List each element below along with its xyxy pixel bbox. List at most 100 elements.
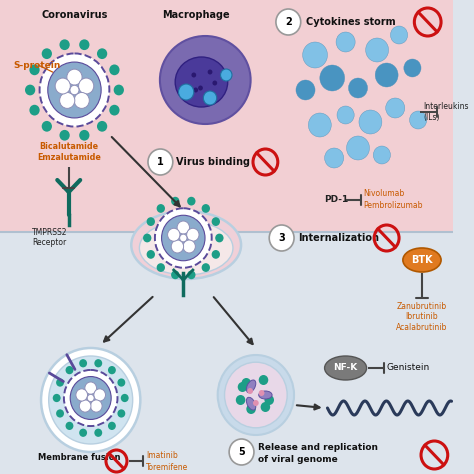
Circle shape (220, 69, 232, 81)
Circle shape (70, 376, 111, 419)
Ellipse shape (160, 36, 251, 124)
Circle shape (177, 221, 190, 234)
Circle shape (155, 208, 212, 268)
Circle shape (79, 359, 87, 367)
Circle shape (246, 404, 256, 414)
Circle shape (179, 84, 194, 100)
Ellipse shape (325, 356, 366, 380)
Text: Cytokines storm: Cytokines storm (306, 17, 395, 27)
Circle shape (94, 389, 106, 401)
Circle shape (60, 92, 75, 109)
Circle shape (171, 271, 180, 279)
Circle shape (53, 394, 61, 402)
Circle shape (337, 106, 354, 124)
Circle shape (187, 228, 199, 241)
Ellipse shape (246, 380, 256, 393)
Circle shape (386, 98, 405, 118)
Text: Pembrolizumab: Pembrolizumab (364, 201, 423, 210)
Circle shape (320, 65, 345, 91)
Text: Imatinib: Imatinib (146, 450, 178, 459)
Text: Interleukins
(ILs): Interleukins (ILs) (423, 102, 468, 122)
Circle shape (97, 121, 107, 132)
Circle shape (39, 54, 109, 127)
Circle shape (259, 375, 268, 385)
Text: Virus binding: Virus binding (176, 157, 250, 167)
Circle shape (187, 271, 195, 279)
Circle shape (359, 110, 382, 134)
Circle shape (302, 42, 328, 68)
Bar (0, 232, 453, 474)
Text: Release and replication: Release and replication (258, 444, 378, 453)
Circle shape (218, 355, 294, 435)
Circle shape (91, 400, 102, 412)
Circle shape (76, 389, 88, 401)
Circle shape (146, 217, 155, 226)
Circle shape (59, 130, 70, 141)
Text: S-protein: S-protein (13, 61, 61, 70)
Text: 3: 3 (278, 233, 285, 243)
Circle shape (79, 130, 90, 141)
Circle shape (48, 62, 101, 118)
Ellipse shape (139, 221, 233, 275)
Circle shape (309, 113, 331, 137)
Circle shape (187, 197, 195, 206)
Text: 1: 1 (157, 157, 164, 167)
Text: 2: 2 (285, 17, 292, 27)
Circle shape (59, 39, 70, 50)
Circle shape (94, 428, 102, 437)
Circle shape (391, 26, 408, 44)
Circle shape (236, 395, 246, 405)
Circle shape (29, 64, 40, 75)
Circle shape (183, 240, 195, 253)
Circle shape (148, 149, 173, 175)
Circle shape (198, 85, 203, 91)
Circle shape (348, 78, 367, 98)
Ellipse shape (246, 397, 256, 410)
Ellipse shape (131, 211, 241, 279)
Circle shape (97, 48, 107, 59)
Circle shape (171, 197, 180, 206)
Circle shape (162, 215, 205, 261)
Circle shape (79, 428, 87, 437)
Circle shape (253, 400, 259, 406)
Circle shape (247, 388, 253, 394)
Text: Toremifene: Toremifene (146, 463, 188, 472)
Circle shape (49, 356, 133, 444)
Circle shape (269, 225, 294, 251)
Bar (0, 0, 453, 232)
Circle shape (121, 394, 128, 402)
Ellipse shape (403, 248, 441, 272)
Text: Bicalutamide
Emzalutamide: Bicalutamide Emzalutamide (37, 142, 100, 162)
Text: NF-K: NF-K (334, 364, 358, 373)
Circle shape (109, 105, 119, 116)
Circle shape (346, 136, 369, 160)
Circle shape (79, 39, 90, 50)
Text: 5: 5 (238, 447, 245, 457)
Circle shape (404, 59, 421, 77)
Circle shape (208, 70, 212, 74)
Circle shape (375, 63, 398, 87)
Circle shape (56, 410, 64, 418)
Circle shape (67, 69, 82, 85)
Circle shape (365, 38, 389, 62)
Circle shape (211, 217, 220, 226)
Circle shape (156, 204, 165, 213)
Text: Nivolumab: Nivolumab (364, 190, 405, 199)
Circle shape (336, 32, 355, 52)
Circle shape (118, 410, 125, 418)
Circle shape (143, 234, 151, 242)
Circle shape (79, 78, 94, 94)
Circle shape (203, 91, 217, 105)
Circle shape (87, 394, 94, 401)
Text: TMPRSS2
Receptor: TMPRSS2 Receptor (32, 228, 67, 247)
Circle shape (191, 73, 196, 78)
Circle shape (114, 85, 124, 95)
Circle shape (264, 395, 274, 405)
Circle shape (29, 105, 40, 116)
Ellipse shape (175, 57, 228, 107)
Circle shape (238, 382, 247, 392)
Circle shape (41, 348, 140, 452)
Circle shape (85, 382, 97, 394)
Circle shape (180, 234, 187, 242)
Text: Membrane fusion: Membrane fusion (38, 454, 121, 463)
